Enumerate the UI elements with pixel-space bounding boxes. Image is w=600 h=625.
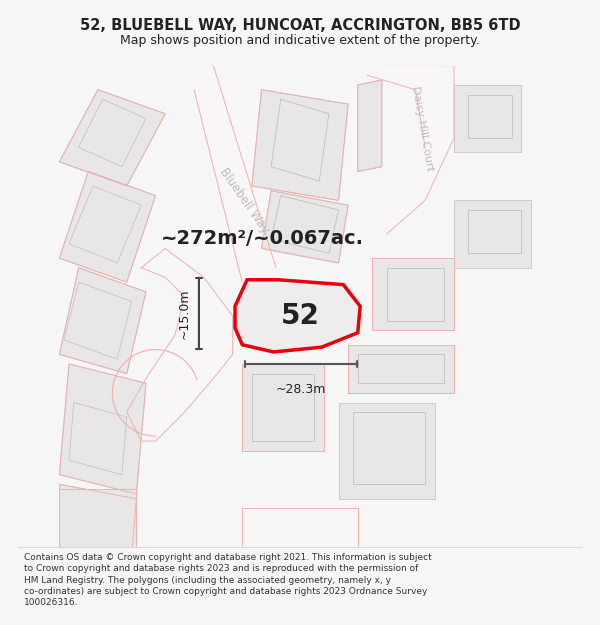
Text: to Crown copyright and database rights 2023 and is reproduced with the permissio: to Crown copyright and database rights 2… (24, 564, 418, 573)
Text: co-ordinates) are subject to Crown copyright and database rights 2023 Ordnance S: co-ordinates) are subject to Crown copyr… (24, 587, 427, 596)
Polygon shape (358, 80, 382, 171)
Text: Daisy Hill Court: Daisy Hill Court (410, 85, 435, 171)
Polygon shape (252, 89, 348, 201)
Polygon shape (194, 66, 300, 268)
Polygon shape (367, 66, 454, 234)
Polygon shape (338, 402, 435, 499)
Polygon shape (59, 484, 136, 556)
Polygon shape (358, 354, 445, 383)
Text: ~28.3m: ~28.3m (276, 383, 326, 396)
Polygon shape (59, 489, 136, 547)
Polygon shape (372, 258, 454, 330)
Polygon shape (59, 171, 155, 282)
Polygon shape (271, 196, 338, 253)
Polygon shape (242, 508, 358, 547)
Text: HM Land Registry. The polygons (including the associated geometry, namely x, y: HM Land Registry. The polygons (includin… (24, 576, 391, 584)
Text: Map shows position and indicative extent of the property.: Map shows position and indicative extent… (120, 34, 480, 47)
Polygon shape (69, 402, 127, 475)
Polygon shape (69, 186, 141, 263)
Polygon shape (469, 210, 521, 253)
Polygon shape (454, 201, 531, 268)
Text: Bluebell Way: Bluebell Way (217, 165, 272, 236)
Polygon shape (252, 374, 314, 441)
Polygon shape (271, 99, 329, 181)
Text: ~15.0m: ~15.0m (177, 288, 190, 339)
Polygon shape (64, 282, 131, 359)
Polygon shape (59, 268, 146, 374)
Polygon shape (235, 280, 360, 352)
Polygon shape (59, 364, 146, 494)
Text: Contains OS data © Crown copyright and database right 2021. This information is : Contains OS data © Crown copyright and d… (24, 553, 432, 562)
Text: ~272m²/~0.067ac.: ~272m²/~0.067ac. (160, 229, 364, 248)
Polygon shape (469, 94, 512, 138)
Text: Contains OS data © Crown copyright and database right 2021. This information is : Contains OS data © Crown copyright and d… (0, 624, 1, 625)
Text: 52, BLUEBELL WAY, HUNCOAT, ACCRINGTON, BB5 6TD: 52, BLUEBELL WAY, HUNCOAT, ACCRINGTON, B… (80, 18, 520, 32)
Polygon shape (353, 412, 425, 484)
Polygon shape (348, 345, 454, 393)
Polygon shape (59, 89, 165, 186)
Polygon shape (79, 99, 146, 167)
Polygon shape (242, 364, 324, 451)
Text: 100026316.: 100026316. (24, 598, 79, 607)
Polygon shape (386, 268, 445, 321)
Polygon shape (262, 191, 348, 263)
Polygon shape (454, 85, 521, 152)
Text: 52: 52 (281, 302, 319, 330)
Polygon shape (127, 249, 233, 441)
